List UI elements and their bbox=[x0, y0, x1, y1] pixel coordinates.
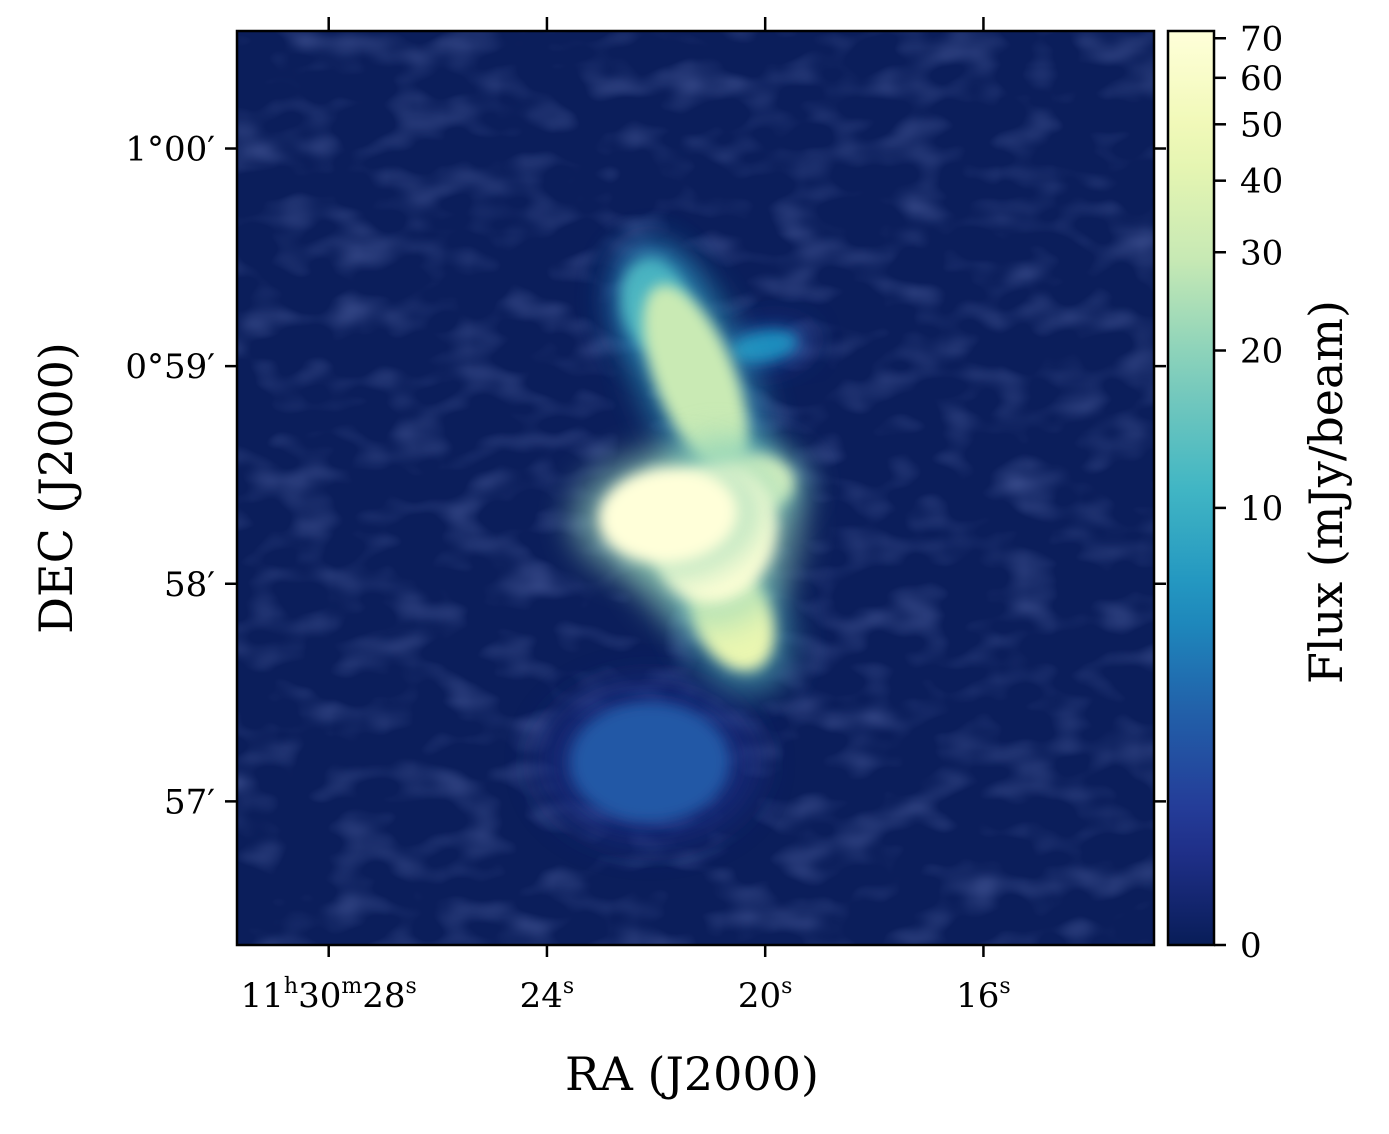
colorbar-frame bbox=[1166, 29, 1216, 947]
source-north-east-knot bbox=[730, 329, 798, 364]
colorbar-tick-label: 10 bbox=[1240, 489, 1283, 529]
x-tick-label: 11h30m28s bbox=[241, 974, 417, 1016]
x-axis-label: RA (J2000) bbox=[565, 1047, 819, 1101]
y-tick-label: 0°59′ bbox=[125, 347, 215, 387]
x-tick-label: 16s bbox=[956, 974, 1011, 1016]
colorbar-tick-label: 50 bbox=[1240, 105, 1283, 145]
image-panel bbox=[237, 31, 1154, 945]
colorbar-tick-label: 20 bbox=[1240, 332, 1283, 372]
plot-frame bbox=[235, 29, 1156, 947]
y-tick-label: 58′ bbox=[164, 565, 215, 605]
x-axis-ticks: 11h30m28s 24s 20s 16s bbox=[241, 17, 1011, 1016]
source-northern-jet-mid bbox=[642, 284, 749, 473]
y-axis-ticks: 1°00′ 0°59′ 58′ 57′ bbox=[125, 130, 1166, 822]
source-southern-diffuse bbox=[569, 702, 730, 823]
source-core-west bbox=[598, 467, 738, 564]
colorbar-tick-label: 30 bbox=[1240, 233, 1283, 273]
y-tick-label: 1°00′ bbox=[125, 130, 215, 170]
source-emission bbox=[537, 241, 812, 847]
y-tick-label: 57′ bbox=[164, 782, 215, 822]
colorbar-tick-label: 0 bbox=[1240, 926, 1262, 966]
colorbar-label: Flux (mJy/beam) bbox=[1299, 300, 1353, 684]
colorbar-tick-label: 70 bbox=[1240, 19, 1283, 59]
colorbar-tick-label: 40 bbox=[1240, 162, 1283, 202]
x-tick-label: 24s bbox=[520, 974, 575, 1016]
colorbar-fill bbox=[1168, 31, 1214, 945]
y-axis-label: DEC (J2000) bbox=[29, 342, 83, 634]
x-tick-label: 20s bbox=[738, 974, 793, 1016]
colorbar-tick-label: 60 bbox=[1240, 59, 1283, 99]
